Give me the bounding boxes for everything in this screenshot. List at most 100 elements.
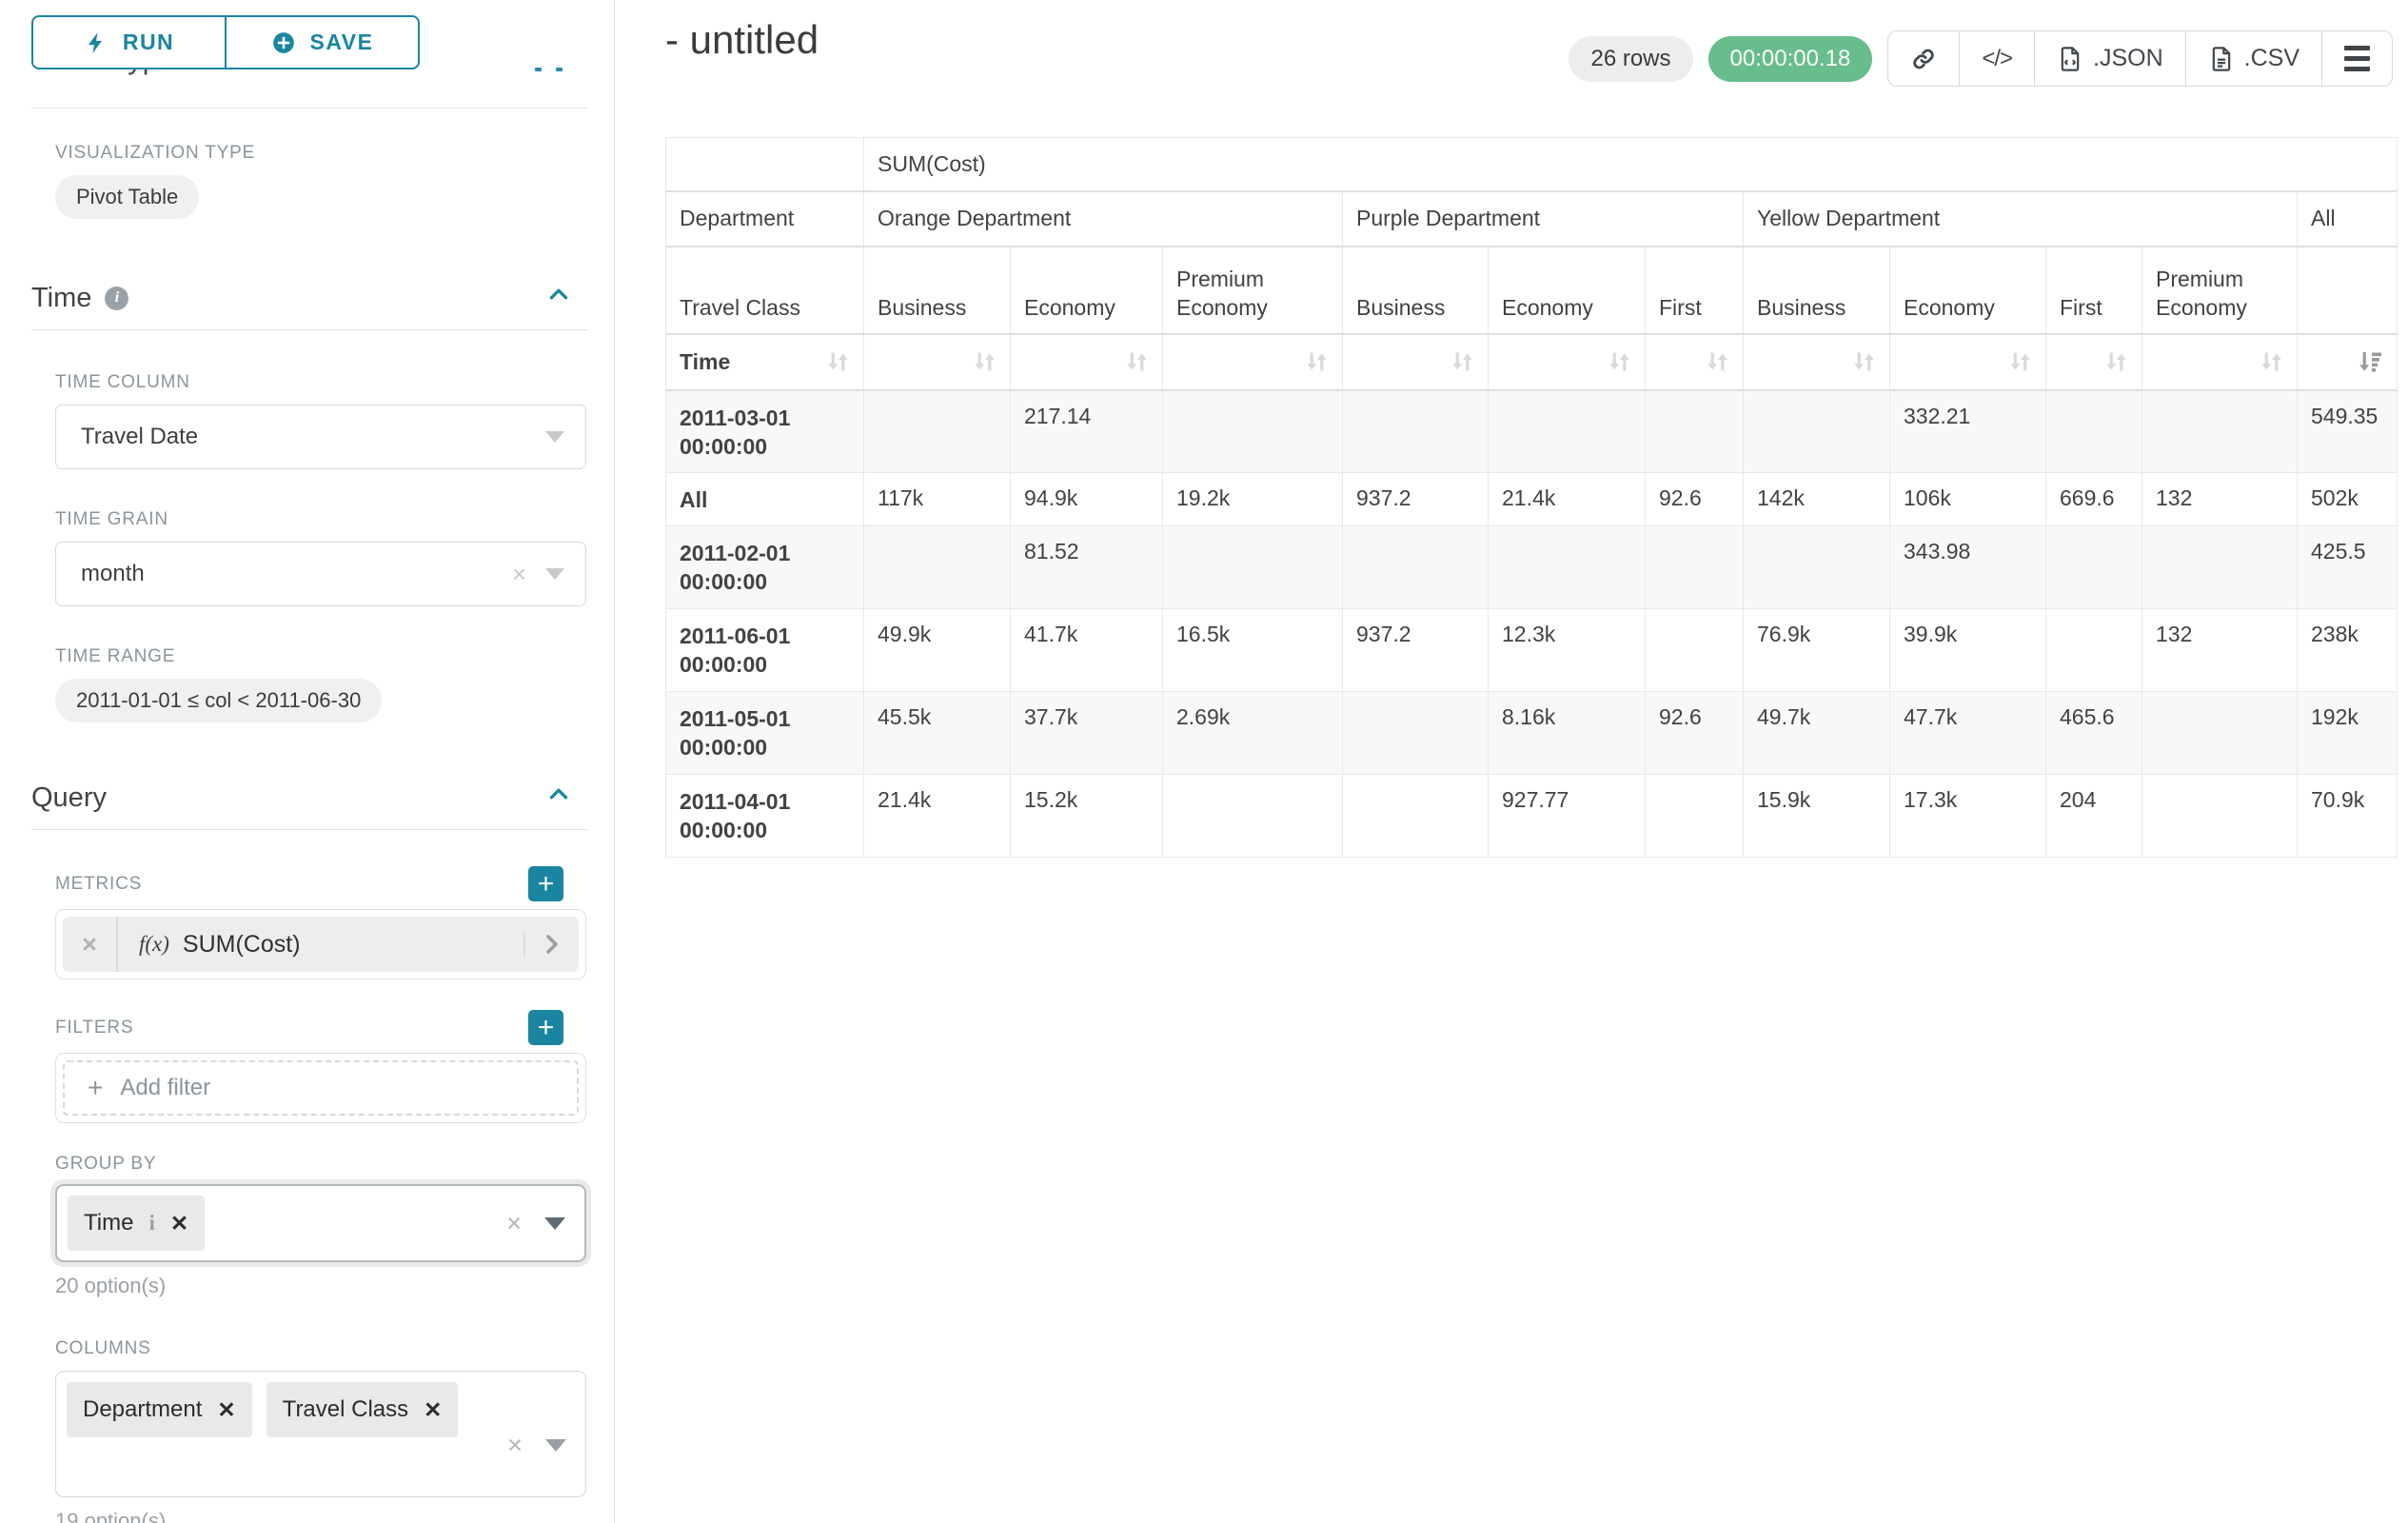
sort-desc-active-icon (2359, 350, 2383, 373)
collapse-query-section[interactable] (546, 781, 571, 814)
time-range-value[interactable]: 2011-01-01 ≤ col < 2011-06-30 (55, 679, 382, 722)
lightning-icon (84, 30, 109, 55)
sort-icon (826, 350, 850, 373)
pivot-sort-cell[interactable] (2142, 334, 2298, 390)
pivot-cell: 47.7k (1890, 692, 2046, 775)
pivot-cell: 12.3k (1489, 609, 1646, 692)
pivot-sub-column-header (2298, 247, 2398, 334)
time-grain-select[interactable]: month × (55, 542, 586, 606)
copy-link-button[interactable] (1888, 31, 1959, 86)
clear-icon[interactable]: × (512, 560, 526, 589)
remove-chip-icon[interactable]: ✕ (217, 1397, 235, 1423)
pivot-cell: 192k (2298, 692, 2398, 775)
time-column-select[interactable]: Travel Date (55, 405, 586, 469)
pivot-cell: 21.4k (864, 775, 1011, 858)
remove-metric-icon[interactable]: × (63, 917, 118, 972)
pivot-cell (2142, 775, 2298, 858)
chart-area: - untitled 26 rows 00:00:00.18 </> .JSON… (616, 0, 2408, 1523)
visualization-type-value[interactable]: Pivot Table (55, 175, 199, 219)
pivot-cell (1163, 526, 1343, 609)
pivot-sort-cell[interactable] (1343, 334, 1489, 390)
pivot-sub-column-header: Business (1744, 247, 1890, 334)
pivot-cell (2142, 390, 2298, 473)
group-by-select[interactable]: Timei✕ × (55, 1184, 586, 1262)
columns-select[interactable]: Department✕ Travel Class ✕ × (55, 1371, 586, 1497)
sort-icon (1305, 350, 1329, 373)
pivot-cell: 927.77 (1489, 775, 1646, 858)
pivot-cell: 21.4k (1489, 473, 1646, 526)
pivot-sort-cell[interactable] (1744, 334, 1890, 390)
pivot-cell (2142, 692, 2298, 775)
pivot-cell (864, 390, 1011, 473)
export-csv-label: .CSV (2244, 45, 2299, 72)
collapse-time-section[interactable] (546, 282, 571, 314)
pivot-cell: 92.6 (1646, 473, 1744, 526)
remove-chip-icon[interactable]: ✕ (424, 1397, 442, 1423)
pivot-sort-cell[interactable] (1890, 334, 2046, 390)
pivot-sort-cell[interactable] (2046, 334, 2142, 390)
pivot-sub-column-header: First (1646, 247, 1744, 334)
pivot-cell: 15.2k (1011, 775, 1163, 858)
query-section-title: Query (31, 782, 107, 814)
pivot-sub-column-header: Economy (1890, 247, 2046, 334)
columns-chip[interactable]: Travel Class ✕ (266, 1382, 459, 1437)
pivot-cell: 238k (2298, 609, 2398, 692)
columns-options-count: 19 option(s) (55, 1509, 588, 1523)
embed-code-button[interactable]: </> (1959, 31, 2034, 86)
pivot-cell (1343, 526, 1489, 609)
sort-icon (1852, 350, 1876, 373)
pivot-cell: 45.5k (864, 692, 1011, 775)
run-button[interactable]: RUN (33, 17, 225, 68)
pivot-row-label: 2011-04-01 00:00:00 (666, 775, 864, 858)
pivot-row-label: 2011-05-01 00:00:00 (666, 692, 864, 775)
add-filter-button[interactable]: + Add filter (63, 1060, 579, 1116)
pivot-cell: 19.2k (1163, 473, 1343, 526)
time-section-title: Time (31, 283, 91, 314)
export-json-button[interactable]: .JSON (2034, 31, 2185, 86)
more-options-button[interactable] (2321, 31, 2392, 86)
result-toolbar: 26 rows 00:00:00.18 </> .JSON .CSV (1569, 30, 2393, 87)
export-csv-button[interactable]: .CSV (2185, 31, 2321, 86)
link-icon (1910, 46, 1937, 72)
chevron-down-icon[interactable] (544, 1217, 565, 1230)
pivot-sort-cell[interactable] (864, 334, 1011, 390)
clear-icon[interactable]: × (507, 1431, 523, 1460)
pivot-sort-cell[interactable] (2298, 334, 2398, 390)
pivot-cell: 2.69k (1163, 692, 1343, 775)
save-button[interactable]: SAVE (225, 17, 418, 68)
group-by-options-count: 20 option(s) (55, 1274, 588, 1298)
metrics-label: METRICS (55, 874, 142, 895)
clear-icon[interactable]: × (506, 1209, 522, 1238)
pivot-cell (1343, 775, 1489, 858)
group-by-chip[interactable]: Timei✕ (68, 1196, 205, 1251)
columns-chip[interactable]: Department✕ (67, 1382, 252, 1437)
pivot-sort-time-cell[interactable]: Time (666, 334, 864, 390)
add-metric-button[interactable]: + (528, 866, 563, 901)
chevron-down-icon[interactable] (545, 1439, 566, 1452)
add-filter-plus-button[interactable]: + (528, 1010, 563, 1045)
pivot-sort-cell[interactable] (1489, 334, 1646, 390)
chart-title[interactable]: - untitled (665, 17, 819, 63)
function-icon: f(x) (139, 932, 169, 957)
pivot-sort-cell[interactable] (1646, 334, 1744, 390)
columns-chip-label: Travel Class (283, 1396, 408, 1423)
pivot-cell (2046, 609, 2142, 692)
control-panel: Chart Type RUN SAVE VISUALIZATION TYPE P… (0, 0, 615, 1523)
pivot-sub-column-header: Premium Economy (1163, 247, 1343, 334)
pivot-row-dimension-header: Department (666, 191, 864, 247)
metric-chip[interactable]: × f(x) SUM(Cost) (63, 917, 579, 972)
pivot-cell: 204 (2046, 775, 2142, 858)
pivot-cell: 217.14 (1011, 390, 1163, 473)
pivot-cell (2046, 390, 2142, 473)
remove-chip-icon[interactable]: ✕ (170, 1211, 188, 1236)
pivot-sort-cell[interactable] (1163, 334, 1343, 390)
divider (31, 108, 588, 109)
pivot-cell (1646, 609, 1744, 692)
expand-metric-icon[interactable] (523, 932, 579, 957)
visualization-type-label: VISUALIZATION TYPE (55, 143, 588, 164)
pivot-cell (1489, 526, 1646, 609)
chevron-up-icon (546, 282, 571, 307)
pivot-cell (2046, 526, 2142, 609)
pivot-sort-cell[interactable] (1011, 334, 1163, 390)
pivot-cell: 94.9k (1011, 473, 1163, 526)
